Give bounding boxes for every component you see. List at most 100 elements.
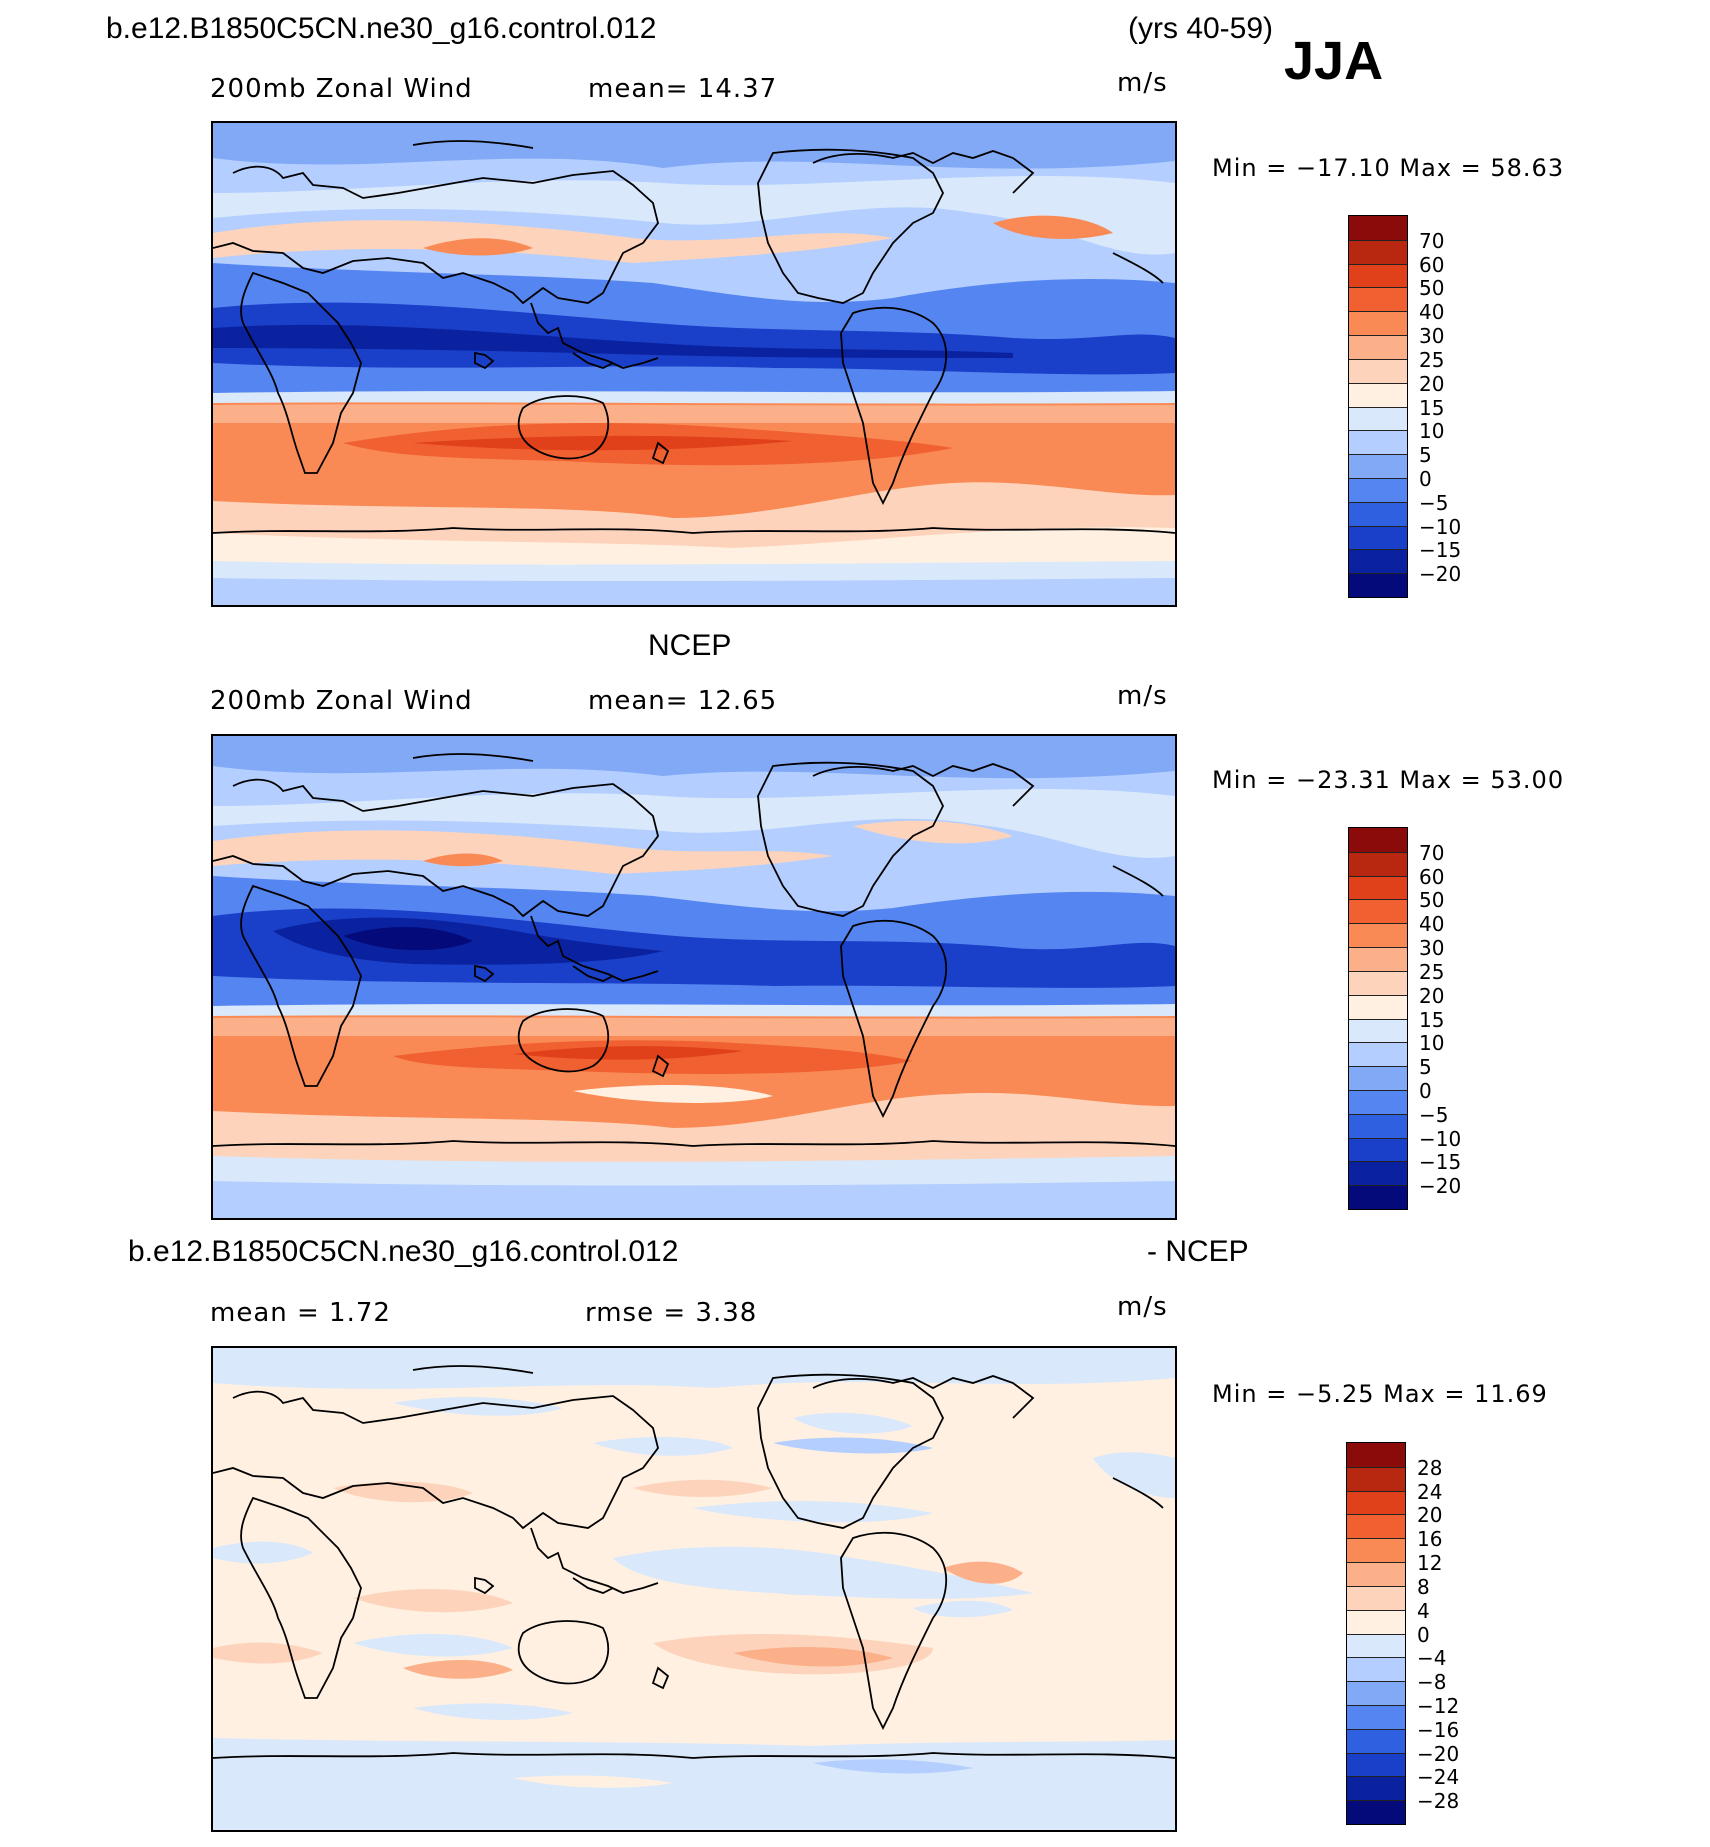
colorbar-label: 30 [1419, 324, 1445, 349]
minmax-label-2: Min = −23.31 Max = 53.00 [1212, 766, 1565, 794]
colorbar-swatch [1347, 1752, 1405, 1777]
colorbar-3: 28 24 20 16 12 8 4 0 −4 −8 −12 −16 −20 −24 −28 [1346, 1442, 1459, 1825]
colorbar-swatch [1347, 1633, 1405, 1658]
colorbar-swatch [1349, 875, 1407, 900]
units-label-3: m/s [1117, 1292, 1168, 1322]
diff-map [211, 1346, 1177, 1832]
colorbar-label: −16 [1417, 1717, 1460, 1742]
colorbar-swatch [1349, 1042, 1407, 1067]
colorbar-swatch [1349, 358, 1407, 383]
colorbar-label: −15 [1419, 1150, 1462, 1175]
rmse-label: rmse = 3.38 [585, 1298, 758, 1328]
colorbar-swatch [1347, 1728, 1405, 1753]
colorbar-swatch [1349, 454, 1407, 478]
minmax-label-3: Min = −5.25 Max = 11.69 [1212, 1380, 1548, 1408]
units-label-1: m/s [1117, 68, 1168, 98]
mean-label-1: mean= 14.37 [588, 74, 778, 104]
colorbar-swatch [1349, 430, 1407, 455]
field-label-2: 200mb Zonal Wind [210, 686, 473, 716]
colorbar-label: 12 [1417, 1551, 1443, 1576]
minmax-label-1: Min = −17.10 Max = 58.63 [1212, 154, 1565, 182]
panel-title-2: NCEP [648, 629, 732, 662]
colorbar-swatch [1349, 573, 1407, 597]
colorbar-swatch [1347, 1681, 1405, 1705]
colorbar-label: −20 [1419, 562, 1462, 587]
colorbar-swatch [1349, 216, 1407, 240]
colorbar-swatch [1347, 1776, 1405, 1801]
model-map [211, 121, 1177, 607]
colorbar-label: 50 [1419, 888, 1445, 913]
colorbar-swatch [1349, 477, 1407, 502]
colorbar-label: 20 [1419, 371, 1445, 396]
colorbar-label: −20 [1417, 1741, 1460, 1766]
colorbar-label: 10 [1419, 1031, 1445, 1056]
colorbar-swatch [1349, 899, 1407, 924]
colorbar-label: 70 [1419, 840, 1445, 865]
colorbar-label: −24 [1417, 1765, 1460, 1790]
colorbar-label: 20 [1419, 983, 1445, 1008]
colorbar-swatch [1349, 406, 1407, 431]
colorbar-label: 40 [1419, 912, 1445, 937]
colorbar-label: 60 [1419, 864, 1445, 889]
diff-title-left: b.e12.B1850C5CN.ne30_g16.control.012 [128, 1235, 679, 1268]
units-label-2: m/s [1117, 681, 1168, 711]
colorbar-swatch [1349, 1185, 1407, 1209]
colorbar-label: 30 [1419, 936, 1445, 961]
colorbar-label: 5 [1419, 443, 1432, 468]
colorbar-label: −15 [1419, 538, 1462, 563]
colorbar-label: −8 [1417, 1670, 1447, 1695]
colorbar-swatch [1349, 263, 1407, 288]
colorbar-swatch [1349, 1137, 1407, 1162]
colorbar-swatch [1347, 1514, 1405, 1539]
colorbar-swatch [1349, 525, 1407, 550]
colorbar-label: 15 [1419, 1007, 1445, 1032]
colorbar-swatch [1349, 923, 1407, 948]
colorbar-swatch [1349, 335, 1407, 359]
colorbar-swatch [1347, 1704, 1405, 1729]
colorbar-swatch [1349, 382, 1407, 407]
colorbar-label: 0 [1417, 1622, 1430, 1647]
colorbar-swatch [1347, 1562, 1405, 1586]
colorbar-label: 24 [1417, 1479, 1443, 1504]
mean-label-2: mean= 12.65 [588, 686, 778, 716]
colorbar-swatch [1347, 1443, 1405, 1467]
colorbar-swatch [1349, 828, 1407, 852]
season-label: JJA [1284, 31, 1384, 91]
colorbar-swatch [1349, 1089, 1407, 1114]
colorbar-label: 70 [1419, 228, 1445, 253]
colorbar-swatch [1349, 994, 1407, 1019]
colorbar-label: −28 [1417, 1789, 1460, 1814]
colorbar-swatch [1349, 287, 1407, 312]
colorbar-label: 16 [1417, 1527, 1443, 1552]
field-label-1: 200mb Zonal Wind [210, 74, 473, 104]
colorbar-label: 4 [1417, 1598, 1430, 1623]
colorbar-swatch [1349, 851, 1407, 876]
colorbar-label: 50 [1419, 276, 1445, 301]
colorbar-swatch [1347, 1538, 1405, 1563]
colorbar-label: −4 [1417, 1646, 1447, 1671]
colorbar-swatch [1349, 947, 1407, 971]
colorbar-label: 40 [1419, 300, 1445, 325]
colorbar-label: 0 [1419, 1078, 1432, 1103]
colorbar-swatch [1349, 311, 1407, 336]
colorbar-swatch [1349, 1066, 1407, 1090]
colorbar-label: 5 [1419, 1055, 1432, 1080]
colorbar-label: 60 [1419, 252, 1445, 277]
colorbar-label: −20 [1419, 1174, 1462, 1199]
colorbar-label: −10 [1419, 1126, 1462, 1151]
years-label: (yrs 40-59) [1128, 12, 1274, 45]
obs-map [211, 734, 1177, 1220]
colorbar-swatch [1347, 1585, 1405, 1610]
colorbar-swatch [1349, 1113, 1407, 1138]
colorbar-label: 10 [1419, 419, 1445, 444]
colorbar-swatch [1347, 1657, 1405, 1682]
colorbar-label: 0 [1419, 466, 1432, 491]
colorbar-2: 70 60 50 40 30 25 20 15 10 5 0 −5 −10 −15 −20 [1348, 827, 1461, 1210]
colorbar-swatch [1349, 1161, 1407, 1186]
colorbar-swatch [1347, 1800, 1405, 1824]
colorbar-label: 25 [1419, 347, 1445, 372]
colorbar-label: 28 [1417, 1455, 1443, 1480]
colorbar-swatch [1347, 1466, 1405, 1491]
colorbar-label: −5 [1419, 1102, 1449, 1127]
colorbar-label: −5 [1419, 490, 1449, 515]
